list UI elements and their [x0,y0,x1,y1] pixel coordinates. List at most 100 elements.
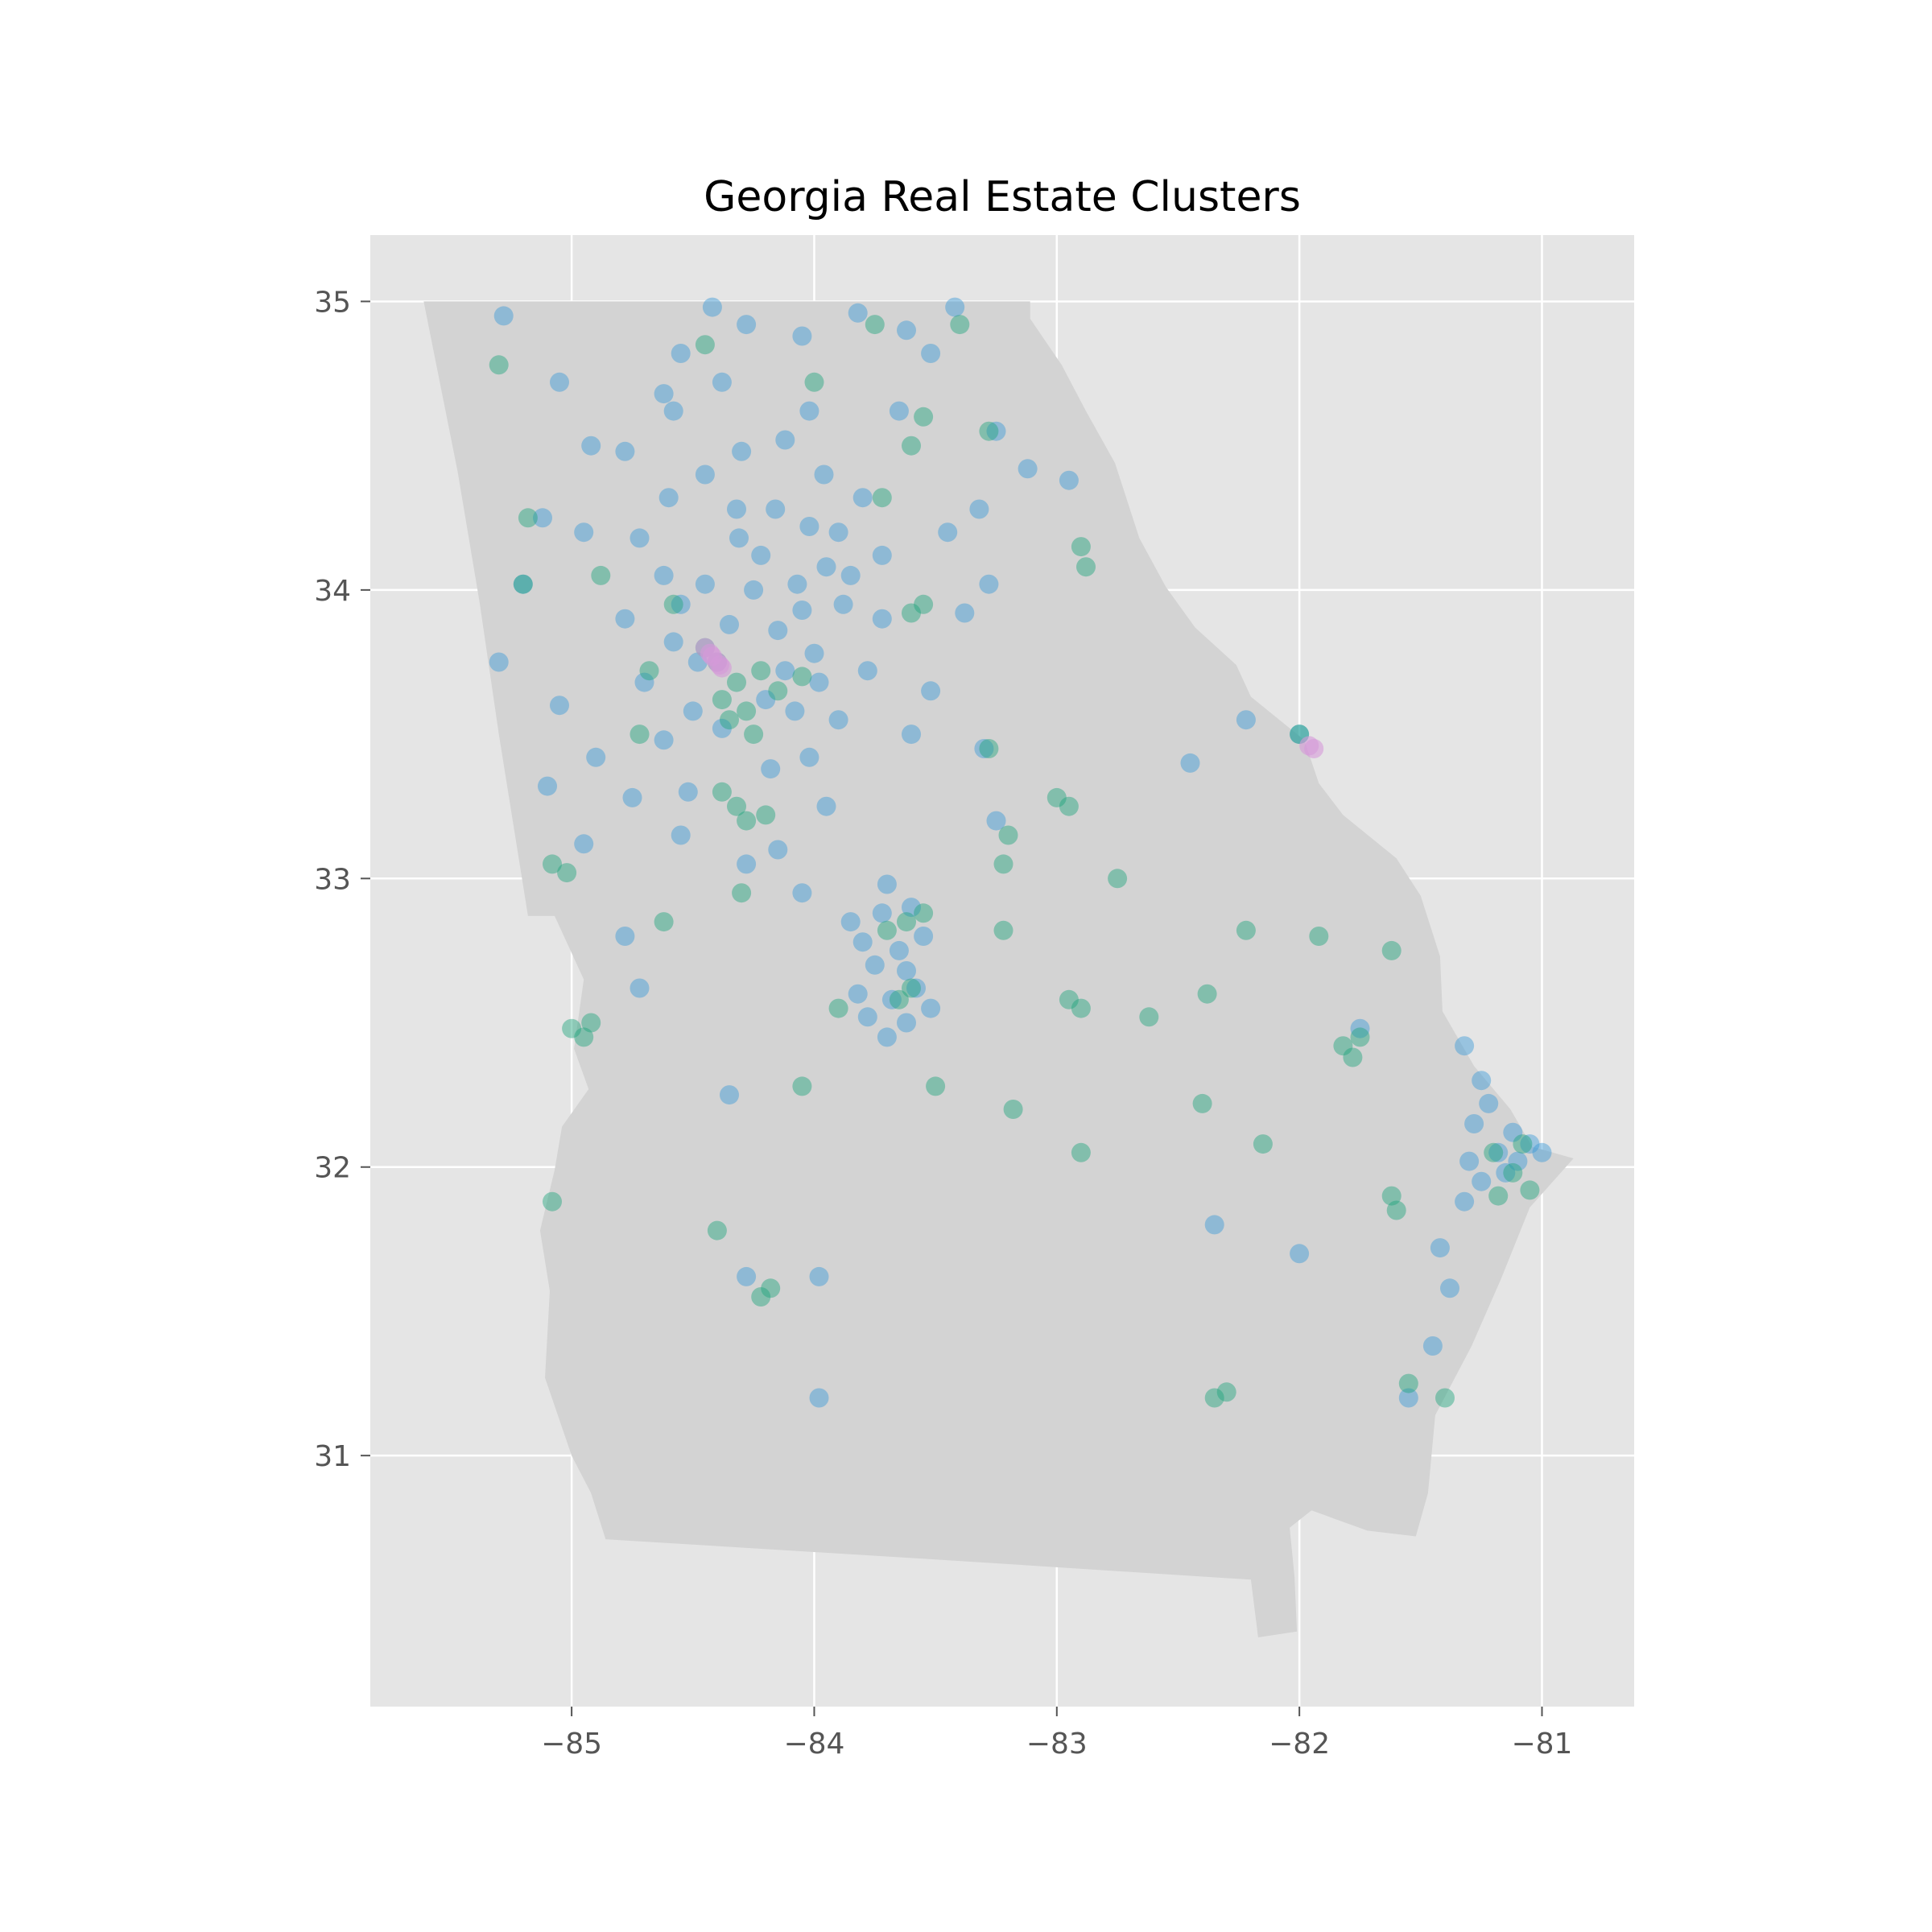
data-point-blue [1236,710,1256,730]
data-point-green [489,355,509,375]
data-point-blue [671,825,691,845]
data-point-blue [615,441,635,461]
data-point-green [727,672,746,692]
data-point-blue [986,811,1006,831]
data-point-blue [872,903,892,923]
data-point-green [804,372,824,392]
data-point-green [1513,1134,1533,1154]
data-point-green [1059,989,1079,1009]
data-point-blue [921,681,941,701]
data-point-green [1253,1134,1273,1154]
data-points [489,297,1552,1408]
data-point-blue [799,747,819,767]
axes: −85 −84 −83 −82 −81 31 32 33 34 35 [314,286,1572,1761]
data-point-blue [766,499,786,519]
data-point-blue [761,759,781,779]
data-point-blue [921,998,941,1018]
data-point-blue [720,614,739,634]
data-point-green [737,701,757,721]
data-point-blue [489,652,509,672]
data-point-blue [921,344,941,363]
data-point-blue [581,436,601,456]
data-point-blue [1464,1114,1484,1133]
data-point-blue [737,854,757,874]
data-point-green [792,667,812,687]
data-point-blue [1455,1191,1475,1212]
data-point-blue [840,912,861,932]
data-point-blue [799,401,819,421]
data-point-green [1381,1186,1402,1206]
data-point-green [914,903,934,923]
data-point-blue [881,989,902,1009]
data-point-blue [1350,1018,1370,1038]
data-point-blue [938,522,958,543]
data-point-blue [663,632,683,652]
data-point-blue [848,303,868,323]
x-tick-label: −81 [1511,1728,1572,1761]
data-point-blue [809,672,829,692]
data-point-blue [737,1266,757,1286]
data-point-blue [785,701,805,721]
data-point-blue [889,940,909,960]
data-point-blue [533,508,552,528]
data-point-blue [872,609,892,629]
data-point-green [1381,940,1402,960]
data-point-blue [702,297,722,317]
data-point-green [902,436,921,456]
data-point-blue [775,661,795,681]
data-point-blue [852,488,873,508]
data-point-green [993,920,1013,940]
data-point-green [902,603,921,623]
data-point-green [663,594,683,614]
data-point-green [1076,557,1096,577]
georgia-state-shape [423,301,1574,1637]
data-point-green [1197,984,1217,1004]
data-point-blue [671,594,691,614]
y-tick-label: 33 [314,863,351,896]
data-point-green [543,1191,562,1212]
data-point-blue [914,927,934,946]
data-point-green [1386,1200,1406,1220]
x-tick-label: −85 [541,1728,602,1761]
data-point-blue [833,594,853,614]
data-point-green [889,989,909,1009]
data-point-blue [945,297,965,317]
x-tick-label: −83 [1026,1728,1088,1761]
data-point-blue [727,499,746,519]
data-point-green [902,978,921,998]
data-point-blue [804,643,824,663]
data-point-blue [658,488,679,508]
data-point-blue [897,961,916,980]
data-point-green [654,912,674,932]
data-point-blue [889,401,909,421]
data-point-green [792,1076,812,1096]
data-point-green [1071,998,1091,1018]
data-point-blue [1532,1142,1552,1162]
data-point-blue [848,984,868,1004]
data-point-blue [1290,1244,1310,1264]
data-point-green [1216,1382,1236,1402]
data-point-blue [775,430,795,450]
data-point-green [914,594,934,614]
data-point-blue [550,696,569,716]
data-point-blue [630,528,650,548]
data-point-blue [550,372,569,392]
data-point-blue [574,522,594,543]
data-point-green [950,315,970,335]
data-point-blue [1503,1122,1523,1142]
data-point-blue [792,326,812,346]
data-point-blue [1455,1036,1475,1056]
data-point-green [1333,1036,1353,1056]
data-point-blue [1472,1171,1492,1191]
data-point-green [897,912,916,932]
data-point-green [639,661,659,681]
data-point-green [1484,1142,1504,1162]
data-point-blue [654,565,674,585]
data-point-green [712,690,732,710]
data-point-green [1204,1388,1224,1408]
data-point-green [1003,1100,1023,1119]
data-point-green [557,863,577,883]
data-point-blue [1496,1162,1516,1183]
data-point-green [828,998,848,1018]
data-point-blue [828,522,848,543]
